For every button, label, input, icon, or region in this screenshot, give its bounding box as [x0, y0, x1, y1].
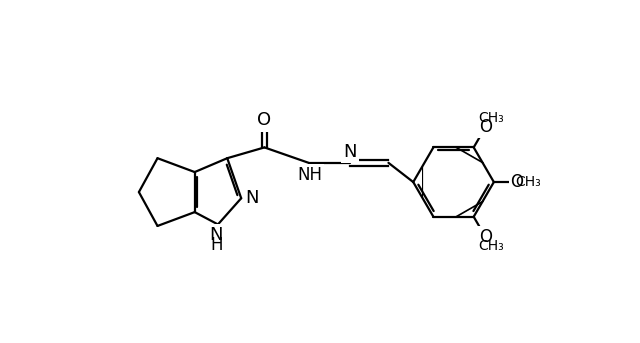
- Text: NH: NH: [297, 166, 322, 184]
- Text: N: N: [210, 226, 223, 244]
- Text: H: H: [210, 236, 223, 254]
- Text: CH₃: CH₃: [515, 175, 541, 189]
- Text: O: O: [257, 111, 271, 129]
- Text: N: N: [245, 189, 259, 207]
- Text: N: N: [343, 143, 356, 161]
- Text: CH₃: CH₃: [478, 239, 504, 253]
- Text: O: O: [479, 228, 492, 246]
- Text: O: O: [511, 173, 524, 191]
- Text: O: O: [479, 118, 492, 137]
- Text: CH₃: CH₃: [478, 111, 504, 125]
